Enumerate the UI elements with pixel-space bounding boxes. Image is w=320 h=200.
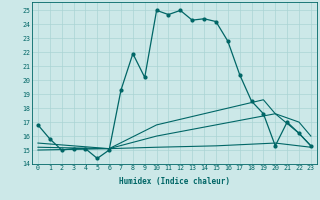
X-axis label: Humidex (Indice chaleur): Humidex (Indice chaleur) [119, 177, 230, 186]
